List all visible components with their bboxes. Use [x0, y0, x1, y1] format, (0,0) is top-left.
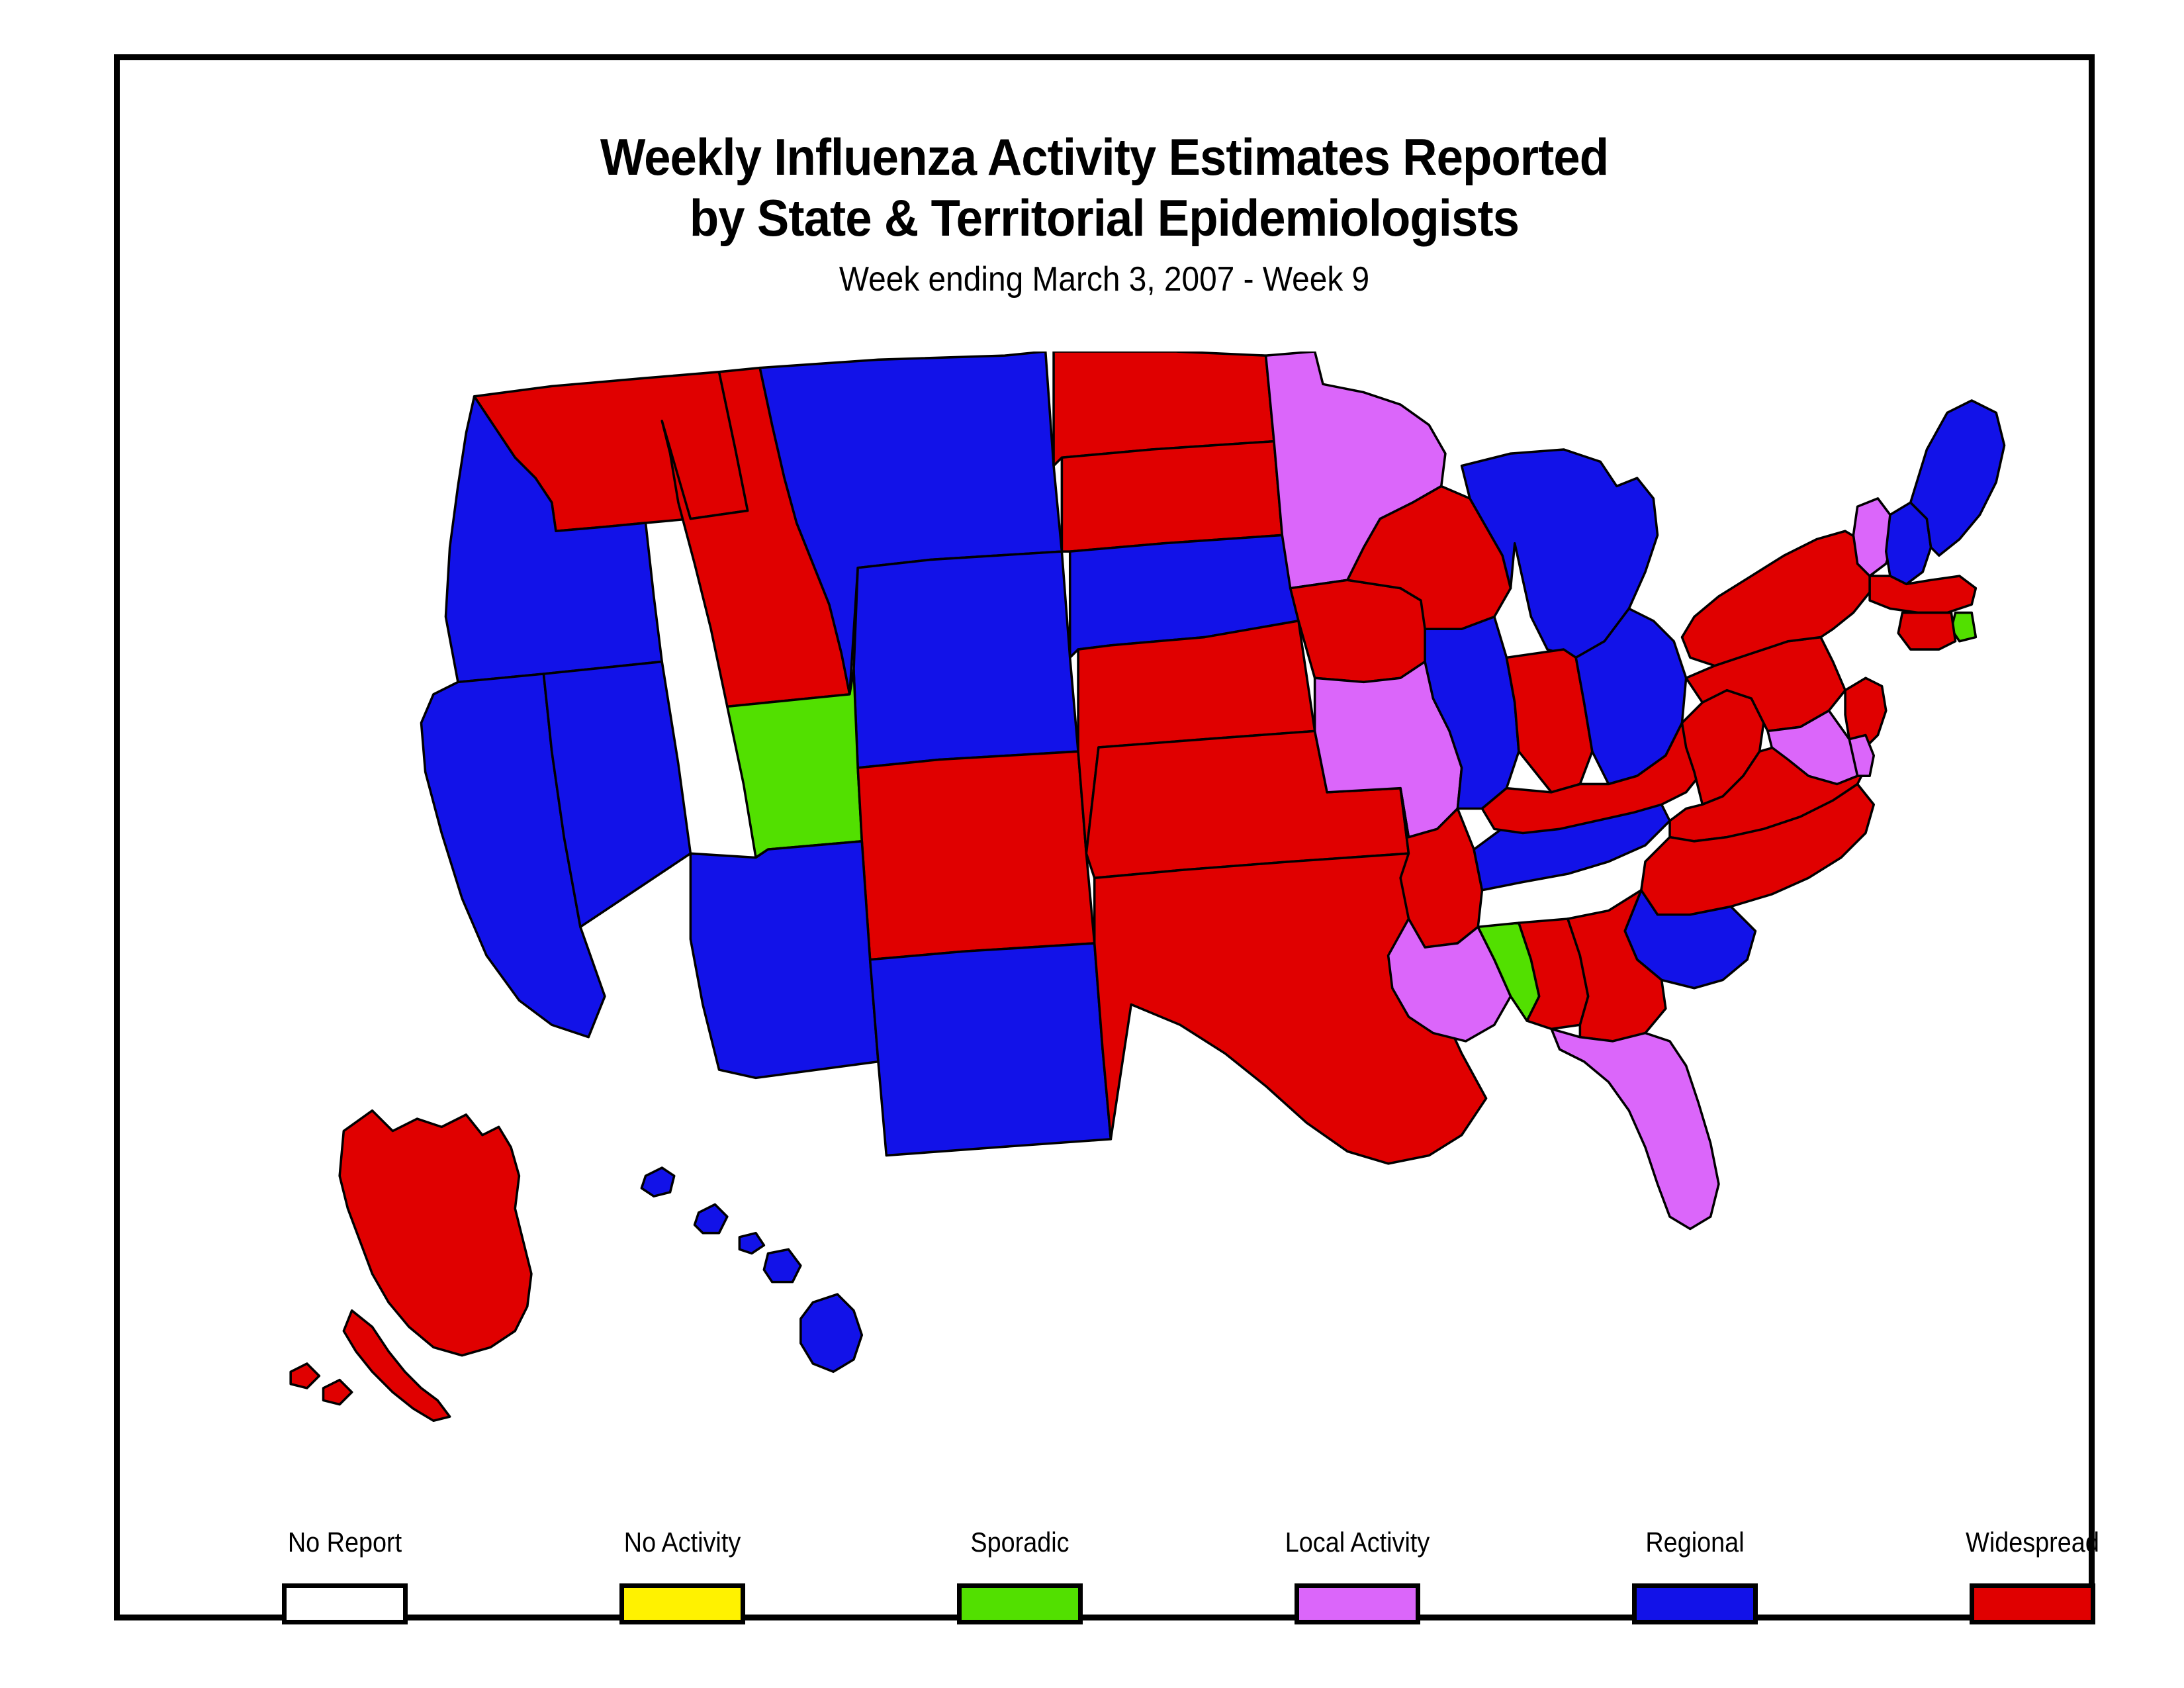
- page-title-line-1: Weekly Influenza Activity Estimates Repo…: [600, 128, 1609, 186]
- legend-item-regional[interactable]: Regional: [1596, 1526, 1794, 1624]
- page-subtitle: Week ending March 3, 2007 - Week 9: [839, 260, 1370, 299]
- state-MT[interactable]: Montana — Regional: [758, 352, 1064, 696]
- legend-item-local-activity[interactable]: Local Activity: [1258, 1526, 1457, 1624]
- state-SD[interactable]: South Dakota — Widespread: [1060, 440, 1284, 553]
- legend-swatch-local-activity: [1295, 1583, 1420, 1624]
- state-OR[interactable]: Oregon — Regional: [444, 395, 663, 684]
- legend-swatch-no-report: [282, 1583, 408, 1624]
- legend-swatch-widespread: [1970, 1583, 2095, 1624]
- state-CT[interactable]: Connecticut — Widespread: [1897, 611, 1957, 651]
- us-map-container: Washington — Widespread Oregon — Regiona…: [246, 352, 2184, 1464]
- legend-item-sporadic[interactable]: Sporadic: [921, 1526, 1119, 1624]
- page-title-line-2: by State & Territorial Epidemiologists: [689, 189, 1520, 247]
- state-NJ[interactable]: New Jersey — Widespread: [1844, 677, 1888, 753]
- legend-label-no-activity: No Activity: [623, 1526, 741, 1558]
- legend-item-no-activity[interactable]: No Activity: [583, 1526, 782, 1624]
- state-ME[interactable]: Maine — Regional: [1909, 399, 2006, 557]
- legend-label-sporadic: Sporadic: [970, 1526, 1069, 1558]
- state-CO[interactable]: Colorado — Widespread: [856, 750, 1096, 961]
- legend-item-widespread[interactable]: Widespread: [1933, 1526, 2132, 1624]
- figure-frame: Weekly Influenza Activity Estimates Repo…: [114, 54, 2099, 1624]
- state-AZ[interactable]: Arizona — Regional: [689, 840, 880, 1080]
- legend-label-no-report: No Report: [287, 1526, 402, 1558]
- legend-swatch-no-activity: [619, 1583, 745, 1624]
- map-legend: No Report No Activity Sporadic Local Act…: [246, 1526, 2184, 1652]
- legend-swatch-sporadic: [957, 1583, 1083, 1624]
- us-states-choropleth: Washington — Widespread Oregon — Regiona…: [289, 352, 2006, 1423]
- state-MD[interactable]: Maryland — Local Activity: [1766, 709, 1859, 786]
- state-LA[interactable]: Louisiana — Local Activity: [1387, 917, 1512, 1043]
- state-FL[interactable]: Florida — Local Activity: [1550, 1027, 1720, 1231]
- state-AK[interactable]: Alaska — Widespread: [289, 1109, 533, 1423]
- legend-label-local-activity: Local Activity: [1285, 1526, 1430, 1558]
- state-HI[interactable]: Hawaii — Regional: [640, 1166, 864, 1374]
- state-WY[interactable]: Wyoming — Regional: [852, 550, 1079, 769]
- state-MA[interactable]: Massachusetts — Widespread: [1868, 575, 1978, 614]
- state-NV[interactable]: Nevada — Regional: [542, 660, 692, 929]
- legend-swatch-regional: [1632, 1583, 1758, 1624]
- state-GA[interactable]: Georgia — Widespread: [1567, 889, 1667, 1043]
- legend-label-regional: Regional: [1645, 1526, 1745, 1558]
- legend-item-no-report[interactable]: No Report: [246, 1526, 444, 1624]
- title-block: Weekly Influenza Activity Estimates Repo…: [120, 126, 2089, 303]
- state-IN[interactable]: Indiana — Widespread: [1505, 648, 1594, 794]
- state-KY[interactable]: Kentucky — Widespread: [1480, 722, 1704, 835]
- state-NM[interactable]: New Mexico — Regional: [868, 942, 1113, 1157]
- state-NY[interactable]: New York — Widespread: [1680, 530, 1876, 667]
- legend-label-widespread: Widespread: [1966, 1526, 2099, 1558]
- state-VT[interactable]: Vermont — Local Activity: [1852, 497, 1895, 577]
